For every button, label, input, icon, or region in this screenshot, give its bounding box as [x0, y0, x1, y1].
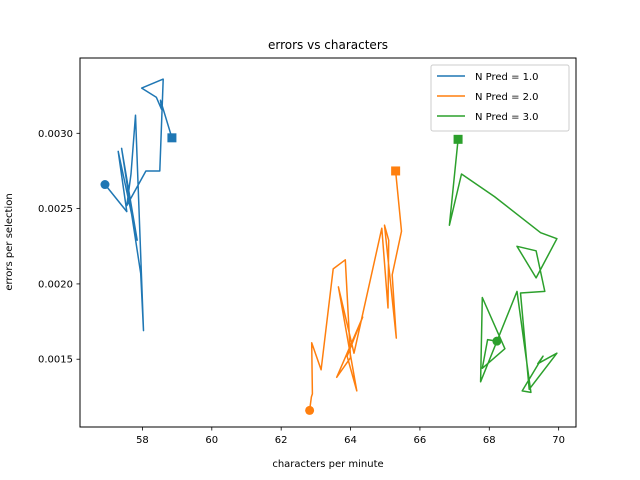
legend-item: N Pred = 1.0	[437, 72, 539, 83]
y-tick-label: 0.0025	[38, 204, 73, 215]
legend-label: N Pred = 2.0	[475, 92, 539, 103]
series-start-marker	[100, 180, 110, 190]
series-start-marker	[305, 405, 315, 415]
x-tick-label: 68	[483, 435, 496, 446]
legend-frame	[430, 64, 570, 132]
legend-label: N Pred = 1.0	[475, 72, 539, 83]
x-axis: 58 60 62 64 66 68 70	[136, 427, 565, 446]
legend-label: N Pred = 3.0	[475, 112, 539, 123]
series-1	[100, 78, 177, 332]
y-tick-label: 0.0015	[38, 355, 73, 366]
series-start-marker	[492, 336, 502, 346]
x-tick-label: 58	[136, 435, 149, 446]
legend-item: N Pred = 3.0	[437, 112, 539, 123]
x-axis-label: characters per minute	[272, 459, 383, 470]
x-tick-label: 62	[275, 435, 288, 446]
legend: N Pred = 1.0 N Pred = 2.0 N Pred = 3.0	[430, 64, 570, 132]
y-tick-label: 0.0020	[38, 279, 73, 290]
chart-title: errors vs characters	[268, 38, 388, 52]
series-end-marker	[391, 166, 401, 176]
series-line	[104, 78, 173, 332]
series-end-marker	[453, 134, 463, 144]
x-tick-label: 70	[552, 435, 565, 446]
y-axis-label: errors per selection	[4, 193, 15, 290]
series-line	[448, 139, 558, 394]
axes-frame	[79, 57, 577, 428]
series-line	[308, 170, 403, 411]
series-3	[448, 134, 558, 394]
legend-item: N Pred = 2.0	[437, 92, 539, 103]
y-axis: 0.0015 0.0020 0.0025 0.0030	[38, 129, 80, 366]
x-tick-label: 64	[344, 435, 357, 446]
y-tick-label: 0.0030	[38, 129, 73, 140]
series-2	[305, 166, 403, 415]
x-tick-label: 60	[205, 435, 218, 446]
series-end-marker	[167, 133, 177, 143]
x-tick-label: 66	[414, 435, 427, 446]
plot-area	[100, 78, 558, 415]
